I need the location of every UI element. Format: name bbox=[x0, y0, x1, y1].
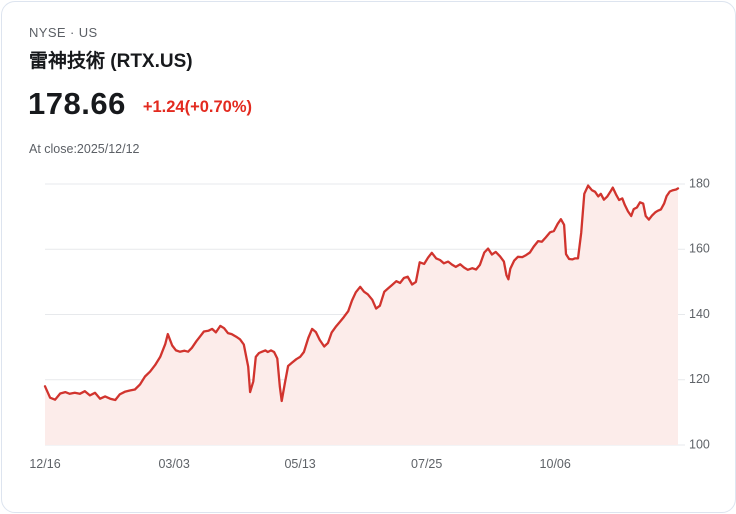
x-axis-label: 05/13 bbox=[284, 457, 315, 471]
exchange-market-label: NYSE · US bbox=[29, 25, 98, 40]
current-price: 178.66 bbox=[28, 86, 126, 121]
y-axis-label: 160 bbox=[689, 242, 710, 256]
x-axis-label: 10/06 bbox=[540, 457, 571, 471]
price-line bbox=[43, 184, 680, 403]
y-axis-label: 100 bbox=[689, 437, 710, 451]
at-close-timestamp: At close:2025/12/12 bbox=[29, 142, 140, 156]
x-axis-label: 07/25 bbox=[411, 457, 442, 471]
price-chart[interactable]: 180 160 140 120 100 12/16 03/03 05/13 07/25 10/06 bbox=[2, 170, 736, 500]
stock-name-title: 雷神技術 (RTX.US) bbox=[29, 51, 193, 72]
y-axis-label: 120 bbox=[689, 372, 710, 386]
y-axis-label: 140 bbox=[689, 307, 710, 321]
x-axis-label: 12/16 bbox=[29, 457, 60, 471]
y-axis-label: 180 bbox=[689, 176, 710, 190]
price-area-fill bbox=[45, 185, 678, 445]
price-row: 178.66 +1.24(+0.70%) bbox=[28, 86, 252, 122]
price-change: +1.24(+0.70%) bbox=[142, 98, 252, 116]
x-axis-label: 03/03 bbox=[158, 457, 189, 471]
